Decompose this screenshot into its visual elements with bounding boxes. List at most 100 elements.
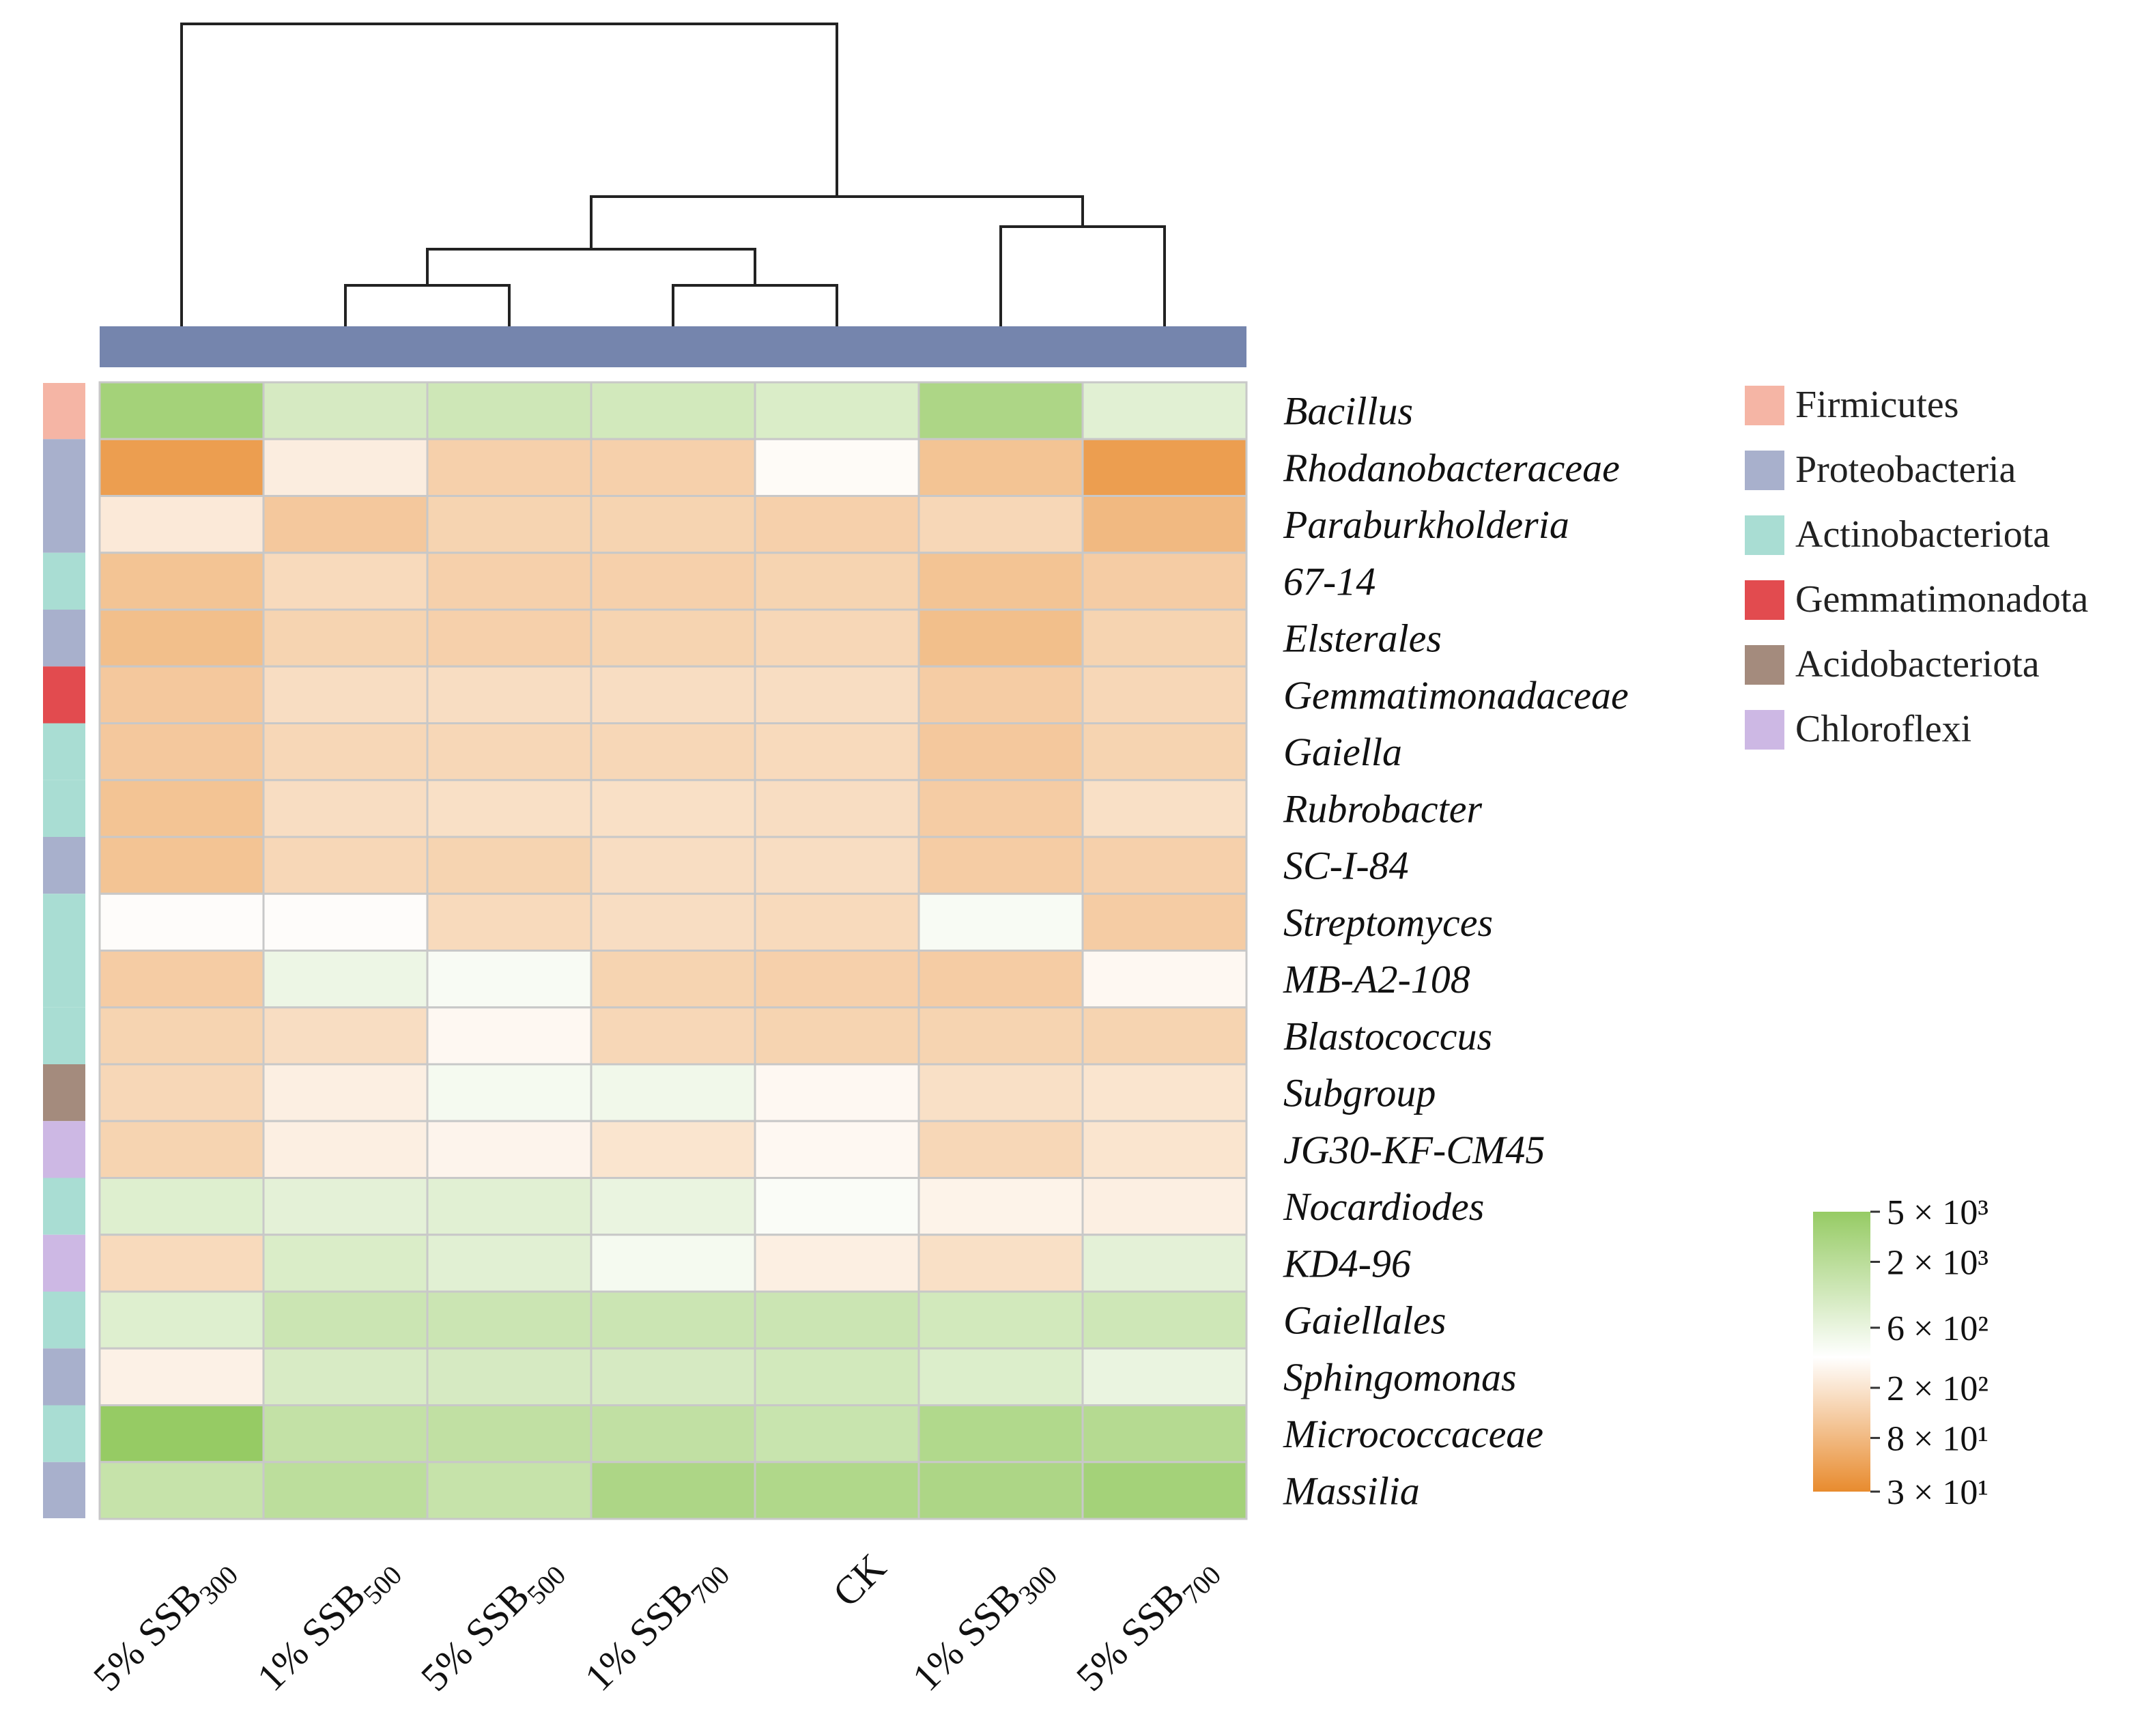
cell-gemmatimonadaceae-1 <box>98 665 265 724</box>
cell-nocardiodes-3 <box>426 1177 593 1236</box>
row-label-rubrobacter: Rubrobacter <box>1283 786 1482 831</box>
cell-sphingomonas-4 <box>590 1347 756 1406</box>
row-label-bacillus: Bacillus <box>1283 389 1413 433</box>
cell-massilia-5 <box>754 1461 920 1520</box>
cell-sc-i-84-4 <box>590 836 756 895</box>
cell-blastococcus-5 <box>754 1006 920 1066</box>
colorbar: 5 × 10³ 2 × 10³ 6 × 10² 2 × 10² 8 × 10¹ 3 × 1… <box>1813 1193 1988 1512</box>
column-labels: 5% SSB300 1% SSB500 5% SSB500 1% SSB700 CK 1%… <box>85 1545 1227 1704</box>
cell-subgroup-6 <box>917 1063 1084 1122</box>
cell-rhodanobacteraceae-5 <box>754 438 920 497</box>
legend-item-firmicutes: Firmicutes <box>1745 384 1959 426</box>
row-annotation-massilia <box>42 1462 86 1519</box>
cell-sc-i-84-6 <box>917 836 1084 895</box>
cell-kd4-96-5 <box>754 1234 920 1293</box>
row-label-elsterales: Elsterales <box>1283 616 1442 661</box>
row-annotation-sc-i-84 <box>42 837 86 894</box>
cell-nocardiodes-5 <box>754 1177 920 1236</box>
cell-rubrobacter-1 <box>98 779 265 838</box>
legend-label-firmicutes: Firmicutes <box>1795 384 1959 426</box>
column-label-1-ssb300: 1% SSB300 <box>904 1545 1063 1704</box>
cell-mb-a2-108-7 <box>1081 950 1248 1009</box>
cell-rhodanobacteraceae-1 <box>98 438 265 497</box>
cell-massilia-3 <box>426 1461 593 1520</box>
row-label-paraburkholderia: Paraburkholderia <box>1283 502 1569 547</box>
row-label-gemmatimonadaceae: Gemmatimonadaceae <box>1283 673 1629 717</box>
cell-rubrobacter-6 <box>917 779 1084 838</box>
legend-swatch-actinobacteriota <box>1745 515 1784 555</box>
cell-kd4-96-2 <box>262 1234 429 1293</box>
cell-paraburkholderia-3 <box>426 495 593 554</box>
legend-swatch-chloroflexi <box>1745 710 1784 750</box>
cell-67-14-7 <box>1081 552 1248 611</box>
cell-jg30-kf-cm45-7 <box>1081 1120 1248 1179</box>
cell-rubrobacter-5 <box>754 779 920 838</box>
cell-nocardiodes-7 <box>1081 1177 1248 1236</box>
cell-mb-a2-108-6 <box>917 950 1084 1009</box>
cell-rhodanobacteraceae-4 <box>590 438 756 497</box>
row-label-sc-i-84: SC-I-84 <box>1283 844 1409 888</box>
row-label-subgroup: Subgroup <box>1283 1071 1436 1115</box>
cell-subgroup-4 <box>590 1063 756 1122</box>
cell-gemmatimonadaceae-4 <box>590 665 756 724</box>
legend-swatch-proteobacteria <box>1745 451 1784 490</box>
cell-massilia-4 <box>590 1461 756 1520</box>
heatmap-cells <box>98 381 1248 1520</box>
cell-blastococcus-1 <box>98 1006 265 1066</box>
cell-jg30-kf-cm45-3 <box>426 1120 593 1179</box>
row-annotation-elsterales <box>42 610 86 667</box>
column-label-5-ssb500: 5% SSB500 <box>412 1545 571 1704</box>
cell-streptomyces-1 <box>98 892 265 952</box>
cell-blastococcus-2 <box>262 1006 429 1066</box>
cell-67-14-2 <box>262 552 429 611</box>
cell-rubrobacter-4 <box>590 779 756 838</box>
cell-streptomyces-7 <box>1081 892 1248 952</box>
cell-nocardiodes-2 <box>262 1177 429 1236</box>
colorbar-label: 2 × 10³ <box>1887 1243 1988 1282</box>
cell-67-14-1 <box>98 552 265 611</box>
cell-paraburkholderia-4 <box>590 495 756 554</box>
cell-elsterales-2 <box>262 608 429 668</box>
cell-sphingomonas-3 <box>426 1347 593 1406</box>
cell-rubrobacter-7 <box>1081 779 1248 838</box>
cell-streptomyces-5 <box>754 892 920 952</box>
colorbar-label: 2 × 10² <box>1887 1369 1988 1408</box>
column-label-1-ssb500: 1% SSB500 <box>248 1545 408 1704</box>
cell-sphingomonas-5 <box>754 1347 920 1406</box>
cell-massilia-7 <box>1081 1461 1248 1520</box>
row-label-gaiella: Gaiella <box>1283 730 1402 774</box>
row-annotation-micrococcaceae <box>42 1405 86 1462</box>
cell-micrococcaceae-7 <box>1081 1404 1248 1464</box>
cell-gaiellales-4 <box>590 1290 756 1350</box>
cell-kd4-96-1 <box>98 1234 265 1293</box>
legend-label-chloroflexi: Chloroflexi <box>1795 708 1971 750</box>
dendro-branch-c <box>426 248 756 285</box>
cell-mb-a2-108-5 <box>754 950 920 1009</box>
dendro-branch-d <box>999 225 1166 326</box>
cell-micrococcaceae-3 <box>426 1404 593 1464</box>
row-label-sphingomonas: Sphingomonas <box>1283 1355 1517 1399</box>
cell-gaiella-5 <box>754 722 920 782</box>
row-annotation-kd4-96 <box>42 1234 86 1292</box>
cell-elsterales-1 <box>98 608 265 668</box>
cell-bacillus-7 <box>1081 381 1248 440</box>
cell-gaiellales-2 <box>262 1290 429 1350</box>
legend-item-acidobacteriota: Acidobacteriota <box>1745 643 2040 685</box>
cell-sphingomonas-1 <box>98 1347 265 1406</box>
cell-paraburkholderia-2 <box>262 495 429 554</box>
cell-subgroup-5 <box>754 1063 920 1122</box>
cell-rhodanobacteraceae-3 <box>426 438 593 497</box>
cell-elsterales-3 <box>426 608 593 668</box>
column-dendrogram <box>180 23 1166 326</box>
column-group-bar <box>100 326 1246 367</box>
cell-rhodanobacteraceae-7 <box>1081 438 1248 497</box>
cell-gaiella-1 <box>98 722 265 782</box>
cell-bacillus-6 <box>917 381 1084 440</box>
row-label-massilia: Massilia <box>1283 1468 1420 1513</box>
cell-streptomyces-4 <box>590 892 756 952</box>
cell-subgroup-7 <box>1081 1063 1248 1122</box>
row-labels: Bacillus Rhodanobacteraceae Paraburkholder… <box>1283 389 1629 1513</box>
row-annotation-sphingomonas <box>42 1348 86 1406</box>
cell-rhodanobacteraceae-2 <box>262 438 429 497</box>
cell-67-14-3 <box>426 552 593 611</box>
